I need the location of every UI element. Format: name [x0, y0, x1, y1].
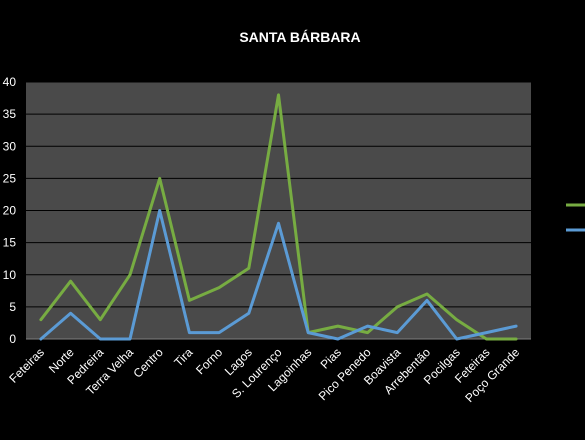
- y-tick-label: 40: [3, 75, 17, 89]
- series-line-1: [39, 93, 518, 341]
- y-tick-label: 35: [3, 107, 17, 121]
- chart-title: SANTA BÁRBARA: [239, 29, 360, 45]
- x-tick-label: Tira: [171, 345, 195, 369]
- x-tick-label: Forno: [193, 345, 225, 377]
- y-tick-label: 5: [9, 300, 16, 314]
- y-tick-label: 0: [9, 332, 16, 346]
- gridlines: [26, 81, 531, 340]
- series-lines: [39, 93, 518, 341]
- y-tick-label: 15: [3, 236, 17, 250]
- y-tick-label: 20: [3, 204, 17, 218]
- x-tick-label: Feteiras: [6, 345, 47, 386]
- y-tick-label: 10: [3, 268, 17, 282]
- y-tick-label: 30: [3, 139, 17, 153]
- y-axis-ticks: 0 5 10 15 20 25 30 35 40: [3, 75, 17, 346]
- legend: [566, 203, 585, 232]
- series-line-2: [39, 209, 518, 341]
- x-tick-label: Centro: [130, 345, 166, 381]
- y-tick-label: 25: [3, 171, 17, 185]
